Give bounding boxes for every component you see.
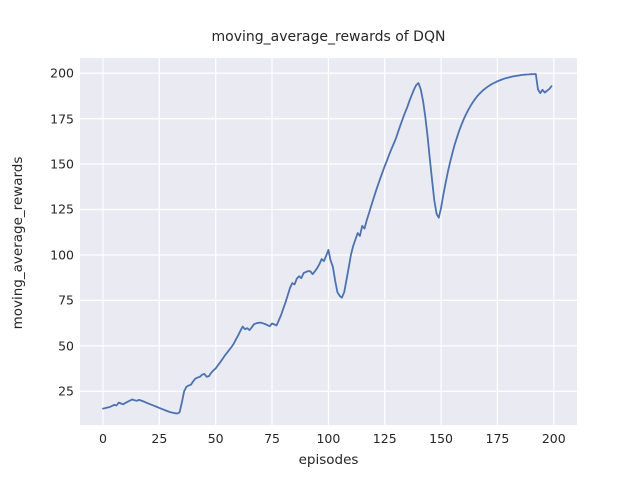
y-tick-label: 25 (58, 383, 74, 399)
y-tick-label: 150 (50, 156, 74, 172)
plot-area (80, 58, 577, 425)
x-tick-label: 0 (99, 431, 107, 446)
line-chart (80, 58, 577, 425)
x-tick-label: 125 (372, 431, 397, 446)
x-tick-label: 100 (316, 431, 341, 446)
y-tick-label: 75 (58, 292, 74, 308)
x-axis-label: episodes (298, 452, 359, 468)
x-tick-label: 150 (429, 431, 454, 446)
x-tick-label: 200 (541, 431, 566, 446)
y-tick-label: 200 (50, 65, 74, 81)
x-tick-label: 50 (207, 431, 224, 446)
y-axis-label: moving_average_rewards (10, 156, 26, 330)
x-tick-label: 25 (151, 431, 168, 446)
y-tick-label: 125 (50, 201, 74, 217)
x-tick-label: 75 (264, 431, 280, 446)
x-tick-label: 175 (485, 431, 510, 446)
y-tick-label: 175 (50, 111, 74, 127)
y-tick-label: 100 (50, 247, 74, 263)
y-tick-label: 50 (58, 338, 74, 354)
chart-title: moving_average_rewards of DQN (211, 29, 446, 45)
